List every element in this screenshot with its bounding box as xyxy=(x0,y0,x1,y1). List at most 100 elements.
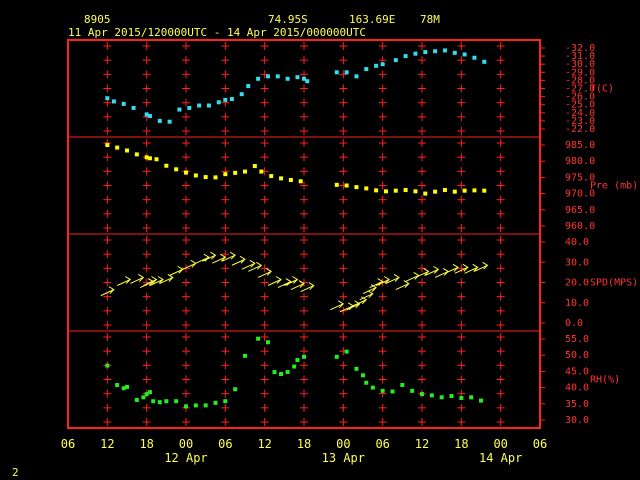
wind-arrow-head xyxy=(403,280,410,288)
pres-point xyxy=(393,188,398,193)
y-tick-label: 55.0 xyxy=(565,334,589,345)
footer-label: 2 xyxy=(12,466,19,479)
pres-point xyxy=(154,157,159,162)
wind-arrow-head xyxy=(157,276,164,284)
wind-arrow xyxy=(425,268,439,276)
pres-point xyxy=(164,163,169,168)
wind-arrow xyxy=(415,270,429,278)
rh-point xyxy=(272,370,277,375)
pres-point xyxy=(115,145,120,150)
rh-point xyxy=(364,380,369,385)
rh-point xyxy=(410,388,415,393)
y-tick-label: 40.0 xyxy=(565,237,589,248)
y-tick-label: 35.0 xyxy=(565,399,589,410)
pres-point xyxy=(144,155,149,160)
y-tick-label: 965.0 xyxy=(565,205,595,216)
temp-point xyxy=(374,63,379,68)
wind-arrow xyxy=(474,264,488,272)
x-tick-label: 00 xyxy=(336,437,350,451)
pres-point xyxy=(433,189,438,194)
pres-point xyxy=(259,169,264,174)
rh-point xyxy=(121,386,126,391)
rh-point xyxy=(295,358,300,363)
pres-point xyxy=(134,152,139,157)
rh-point xyxy=(134,397,139,402)
rh-point xyxy=(400,383,405,388)
wind-arrow xyxy=(202,254,216,262)
x-tick-label: 12 xyxy=(100,437,114,451)
rh-point xyxy=(459,395,464,400)
wind-arrow-head xyxy=(220,253,227,262)
wind-arrow xyxy=(169,268,183,276)
y-tick-label: 20.0 xyxy=(565,278,589,289)
pres-point xyxy=(452,189,457,194)
rh-point xyxy=(203,403,208,408)
pres-point xyxy=(105,143,110,147)
panel-title: T(C) xyxy=(590,84,614,95)
x-tick-label: 12 xyxy=(415,437,429,451)
wind-arrow xyxy=(395,283,410,291)
rh-point xyxy=(420,392,424,397)
wind-arrow xyxy=(353,299,367,307)
rh-point xyxy=(157,400,162,405)
x-tick-label: 06 xyxy=(533,437,547,451)
rh-point xyxy=(115,383,120,388)
wind-arrow xyxy=(385,277,400,284)
x-tick-label: 06 xyxy=(218,437,232,451)
y-tick-label: 50.0 xyxy=(565,350,589,361)
wind-arrow xyxy=(464,266,478,274)
pres-point xyxy=(482,188,487,193)
panel-title: Pre (mb) xyxy=(590,181,638,192)
temp-point xyxy=(177,107,182,112)
temp-point xyxy=(380,62,385,67)
pres-point xyxy=(344,183,349,188)
wind-arrow-head xyxy=(151,276,158,284)
temp-point xyxy=(305,79,310,84)
rh-point xyxy=(449,394,454,399)
wind-arrow-head xyxy=(239,255,246,264)
rh-point xyxy=(292,364,297,369)
wind-arrow xyxy=(375,279,390,286)
y-tick-label: 0.0 xyxy=(565,318,583,329)
wind-arrow-head xyxy=(229,251,236,260)
rh-point xyxy=(243,353,247,358)
pres-point xyxy=(334,182,339,187)
wind-arrow-head xyxy=(298,280,305,288)
wind-arrow xyxy=(267,279,282,286)
y-tick-label: -31.0 xyxy=(565,51,595,62)
rh-point xyxy=(334,354,339,359)
rh-point xyxy=(184,404,188,409)
rh-point xyxy=(256,336,261,341)
wind-arrow xyxy=(277,281,292,288)
latitude: 74.95S xyxy=(268,13,308,26)
temp-point xyxy=(295,75,300,80)
temp-point xyxy=(197,103,202,108)
temp-point xyxy=(403,54,408,59)
temp-point xyxy=(452,50,457,55)
wind-arrow-head xyxy=(275,276,282,284)
rh-point xyxy=(125,384,129,389)
y-tick-label: -32.0 xyxy=(565,43,595,54)
temp-point xyxy=(111,99,116,104)
y-tick-label: 985.0 xyxy=(565,140,595,151)
temp-point xyxy=(354,74,359,79)
wind-arrow-head xyxy=(292,276,299,284)
pres-point xyxy=(472,188,477,193)
station-id: 8905 xyxy=(84,13,111,26)
wind-arrow-head xyxy=(177,265,184,274)
wind-arrow xyxy=(130,277,144,284)
temp-point xyxy=(482,59,487,64)
x-tick-label: 06 xyxy=(61,437,75,451)
pres-point xyxy=(223,172,228,177)
rh-point xyxy=(354,366,359,371)
rh-point xyxy=(105,363,110,368)
pres-point xyxy=(279,176,284,181)
rh-point xyxy=(151,399,156,404)
temp-point xyxy=(423,50,428,55)
panel-title: SPD(MPS) xyxy=(590,278,638,289)
wind-arrow xyxy=(300,285,314,293)
temp-point xyxy=(472,55,477,60)
temp-point xyxy=(462,52,467,57)
temp-point xyxy=(413,51,418,56)
y-tick-label: 40.0 xyxy=(565,383,589,394)
